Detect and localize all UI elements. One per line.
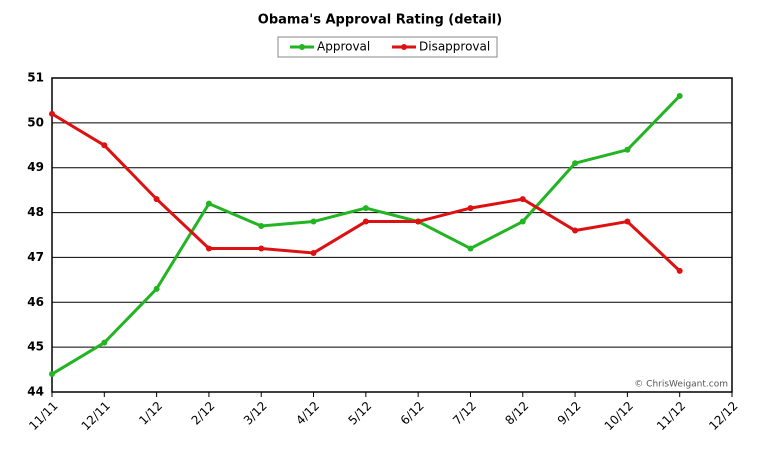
y-tick-label: 47 xyxy=(27,250,44,264)
x-tick-label: 4/12 xyxy=(293,399,322,428)
x-tick-label: 7/12 xyxy=(450,399,479,428)
x-tick-label: 11/12 xyxy=(654,399,688,433)
plot-area xyxy=(51,77,733,393)
y-tick-label: 50 xyxy=(27,115,44,129)
watermark: © ChrisWeigant.com xyxy=(634,380,728,390)
data-point xyxy=(153,285,160,292)
x-tick-label: 12/12 xyxy=(706,399,740,433)
data-point xyxy=(310,218,317,225)
data-point xyxy=(676,267,683,274)
legend-marker xyxy=(401,44,407,50)
data-point xyxy=(258,245,265,252)
y-tick-label: 49 xyxy=(27,160,44,174)
y-tick-label: 45 xyxy=(27,340,44,354)
x-tick-label: 9/12 xyxy=(555,399,584,428)
data-point xyxy=(49,110,55,117)
x-tick-label: 1/12 xyxy=(136,399,165,428)
data-point xyxy=(467,205,474,212)
x-tick-label: 11/11 xyxy=(26,399,60,433)
data-point xyxy=(362,205,369,212)
y-tick-label: 44 xyxy=(27,385,44,399)
data-point xyxy=(676,92,683,99)
chart-title: Obama's Approval Rating (detail) xyxy=(258,13,502,28)
legend-label: Disapproval xyxy=(419,40,490,54)
x-tick-label: 12/11 xyxy=(79,399,113,433)
data-point xyxy=(258,223,265,230)
data-point xyxy=(572,160,579,167)
x-tick-label: 6/12 xyxy=(398,399,427,428)
data-point xyxy=(205,245,212,252)
y-tick-label: 51 xyxy=(27,71,44,85)
data-point xyxy=(310,249,317,256)
legend-label: Approval xyxy=(317,40,370,54)
data-point xyxy=(519,196,526,203)
y-tick-label: 46 xyxy=(27,295,44,309)
data-point xyxy=(101,142,108,149)
x-tick-label: 2/12 xyxy=(189,399,218,428)
data-point xyxy=(467,245,474,252)
legend-marker xyxy=(299,44,305,50)
legend-box xyxy=(277,36,498,58)
data-point xyxy=(49,371,55,378)
x-tick-label: 8/12 xyxy=(502,399,531,428)
x-tick-label: 10/12 xyxy=(602,399,636,433)
data-point xyxy=(519,218,526,225)
data-point xyxy=(101,339,108,346)
y-tick-label: 48 xyxy=(27,205,44,219)
data-point xyxy=(624,146,631,153)
data-point xyxy=(624,218,631,225)
x-tick-label: 3/12 xyxy=(241,399,270,428)
data-point xyxy=(572,227,579,234)
x-tick-label: 5/12 xyxy=(345,399,374,428)
data-point xyxy=(205,200,212,207)
data-point xyxy=(153,196,160,203)
data-point xyxy=(362,218,369,225)
legend: Approval Disapproval xyxy=(277,36,498,58)
data-point xyxy=(415,218,422,225)
